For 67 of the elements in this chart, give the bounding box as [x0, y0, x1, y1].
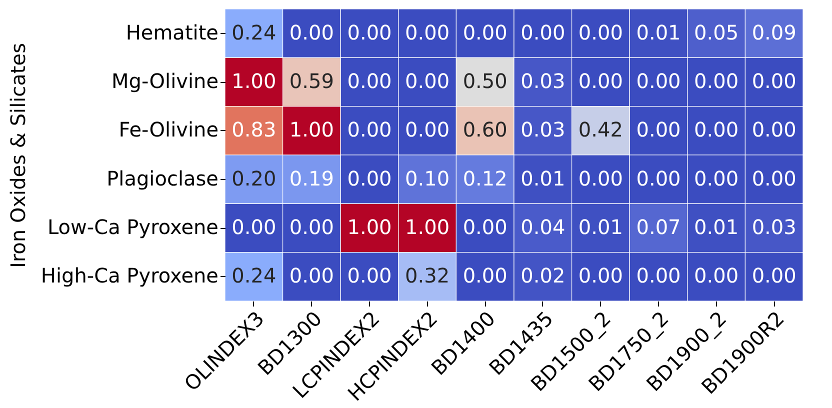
- data-label: 0.03: [752, 215, 796, 239]
- data-label: 0.00: [347, 20, 392, 44]
- data-label: 0.00: [636, 166, 681, 190]
- data-label: 0.00: [636, 264, 681, 288]
- data-label: 1.00: [232, 69, 276, 93]
- data-label: 0.00: [578, 264, 623, 288]
- data-label: 0.00: [752, 166, 796, 190]
- data-label: 0.42: [578, 118, 623, 142]
- data-label: 0.00: [289, 215, 334, 239]
- y-tick-label: Mg-Olivine: [112, 69, 218, 93]
- data-label: 0.00: [520, 20, 566, 44]
- data-label: 1.00: [405, 215, 450, 239]
- data-label: 0.60: [462, 118, 508, 142]
- y-tick-label: Hematite: [126, 20, 218, 44]
- data-label: 0.00: [232, 215, 276, 239]
- data-label: 0.00: [578, 20, 623, 44]
- data-label: 0.00: [405, 20, 450, 44]
- y-tick-label: Plagioclase: [106, 166, 218, 190]
- data-label: 0.01: [578, 215, 623, 239]
- data-label: 0.00: [694, 69, 739, 93]
- data-label: 0.00: [347, 69, 392, 93]
- data-label: 0.00: [636, 118, 681, 142]
- data-label: 0.01: [694, 215, 739, 239]
- data-label: 0.00: [462, 215, 508, 239]
- y-tick-label: Low-Ca Pyroxene: [48, 215, 218, 239]
- data-label: 0.02: [520, 264, 566, 288]
- y-tick-label: High-Ca Pyroxene: [40, 264, 218, 288]
- data-label: 0.12: [462, 166, 508, 190]
- data-label: 0.00: [694, 264, 739, 288]
- data-label: 0.07: [636, 215, 681, 239]
- data-label: 0.00: [347, 264, 392, 288]
- data-label: 0.00: [347, 166, 392, 190]
- data-label: 0.59: [289, 69, 334, 93]
- data-label: 0.00: [462, 20, 508, 44]
- data-label: 0.00: [636, 69, 681, 93]
- data-label: 0.00: [289, 20, 334, 44]
- data-label: 0.01: [520, 166, 566, 190]
- data-label: 0.04: [520, 215, 566, 239]
- data-label: 0.20: [232, 166, 276, 190]
- data-label: 0.32: [405, 264, 450, 288]
- data-label: 0.00: [694, 118, 739, 142]
- data-label: 0.10: [405, 166, 450, 190]
- data-label: 0.00: [752, 118, 796, 142]
- data-label: 0.50: [462, 69, 508, 93]
- data-label: 0.00: [694, 166, 739, 190]
- data-label: 0.83: [232, 118, 276, 142]
- data-label: 0.00: [347, 118, 392, 142]
- data-label: 1.00: [347, 215, 392, 239]
- data-label: 0.24: [232, 20, 276, 44]
- y-axis-title: Iron Oxides & Silicates: [6, 43, 30, 268]
- data-label: 0.00: [752, 69, 796, 93]
- y-tick-label: Fe-Olivine: [118, 118, 218, 142]
- data-label: 0.00: [578, 69, 623, 93]
- data-label: 0.00: [462, 264, 508, 288]
- data-label: 1.00: [289, 118, 334, 142]
- data-label: 0.19: [289, 166, 334, 190]
- data-label: 0.09: [752, 20, 796, 44]
- data-label: 0.05: [694, 20, 739, 44]
- data-label: 0.03: [520, 69, 566, 93]
- data-label: 0.00: [405, 69, 450, 93]
- data-label: 0.24: [232, 264, 276, 288]
- data-label: 0.03: [520, 118, 566, 142]
- data-label: 0.01: [636, 20, 681, 44]
- data-label: 0.00: [289, 264, 334, 288]
- data-label: 0.00: [578, 166, 623, 190]
- data-label: 0.00: [405, 118, 450, 142]
- data-label: 0.00: [752, 264, 796, 288]
